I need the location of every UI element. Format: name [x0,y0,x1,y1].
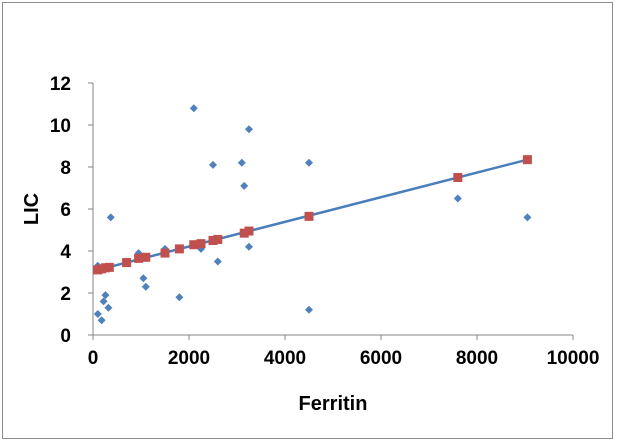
x-axis: 0 2000 4000 6000 8000 10000 [88,335,600,369]
data-point-square [141,253,150,262]
x-axis-title: Ferritin [299,393,368,415]
data-point-square [213,235,222,244]
y-tick-label: 4 [60,242,71,263]
y-tick-label: 8 [60,158,71,179]
data-point-square [122,258,131,267]
data-point-square [305,212,314,221]
data-point-diamond [107,213,115,221]
data-point-diamond [245,243,253,251]
y-tick-label: 10 [50,116,71,137]
data-point-diamond [139,274,147,282]
data-point-diamond [240,182,248,190]
y-axis-title: LIC [21,193,43,225]
data-point-diamond [101,291,109,299]
x-tick-label: 0 [88,348,99,369]
x-tick-label: 8000 [456,348,498,369]
points-layer [93,104,532,324]
data-point-square [197,239,206,248]
data-point-diamond [214,258,222,266]
y-tick-label: 0 [60,326,71,347]
data-point-diamond [142,283,150,291]
x-tick-label: 6000 [360,348,402,369]
x-tick-label: 4000 [264,348,306,369]
y-tick-label: 6 [60,200,71,221]
data-point-square [523,155,532,164]
data-point-diamond [523,213,531,221]
data-point-diamond [305,159,313,167]
data-point-diamond [454,195,462,203]
x-tick-label: 2000 [168,348,210,369]
data-point-square [105,263,114,272]
data-point-square [453,173,462,182]
data-point-diamond [245,125,253,133]
y-tick-label: 2 [60,284,71,305]
x-tick-label: 10000 [547,348,600,369]
data-point-diamond [305,306,313,314]
y-axis: 0 2 4 6 8 10 12 [50,74,93,347]
data-point-diamond [238,159,246,167]
data-point-diamond [175,293,183,301]
series-square [93,155,532,274]
data-point-square [161,249,170,258]
data-point-diamond [104,304,112,312]
data-point-square [245,227,254,236]
data-point-diamond [190,104,198,112]
data-point-diamond [209,161,217,169]
data-point-diamond [100,297,108,305]
y-tick-label: 12 [50,74,71,95]
data-point-diamond [98,316,106,324]
data-point-diamond [94,310,102,318]
data-point-square [175,244,184,253]
